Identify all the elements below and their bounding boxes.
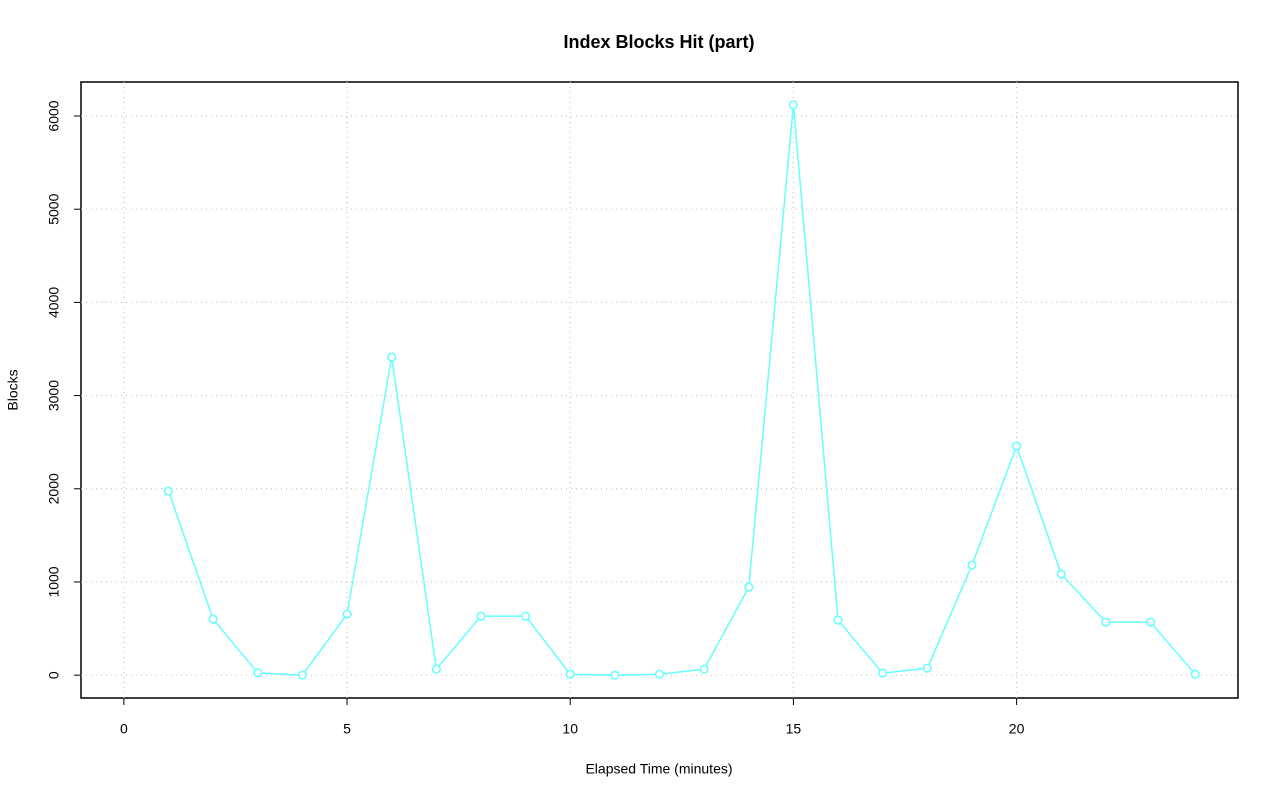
data-point: [387, 352, 397, 362]
data-point: [922, 663, 932, 673]
data-point: [1012, 441, 1022, 451]
y-axis-label: Blocks: [5, 369, 21, 410]
y-tick-label: 1000: [46, 566, 62, 597]
data-point: [744, 582, 754, 592]
data-line: [167, 104, 1196, 676]
data-point: [253, 668, 263, 678]
data-point: [610, 670, 620, 680]
data-point: [1190, 669, 1200, 679]
y-tick-label: 5000: [46, 193, 62, 224]
plot-frame: [80, 81, 1239, 699]
data-point: [1056, 569, 1066, 579]
x-tick-label: 10: [562, 721, 578, 737]
x-axis-label: Elapsed Time (minutes): [585, 761, 732, 777]
y-tick-label: 0: [46, 671, 62, 679]
data-point: [833, 615, 843, 625]
data-point: [476, 611, 486, 621]
data-point: [565, 669, 575, 679]
data-point: [208, 614, 218, 624]
y-tick-label: 3000: [46, 380, 62, 411]
x-tick-label: 15: [786, 721, 802, 737]
data-point: [1101, 617, 1111, 627]
data-point: [967, 560, 977, 570]
x-tick-label: 5: [343, 721, 351, 737]
data-point: [654, 669, 665, 679]
x-tick-label: 0: [120, 721, 128, 737]
data-point: [878, 668, 888, 678]
y-tick-label: 2000: [46, 473, 62, 504]
chart-title: Index Blocks Hit (part): [563, 32, 754, 52]
data-point: [1145, 617, 1156, 627]
data-point: [699, 664, 709, 674]
data-point: [342, 609, 352, 619]
x-tick-label: 20: [1009, 721, 1025, 737]
data-point: [163, 486, 174, 496]
data-point: [431, 664, 441, 674]
data-point: [521, 611, 531, 621]
data-point: [788, 100, 798, 110]
data-point: [297, 670, 307, 680]
y-tick-label: 6000: [46, 100, 62, 131]
y-tick-label: 4000: [46, 287, 62, 318]
